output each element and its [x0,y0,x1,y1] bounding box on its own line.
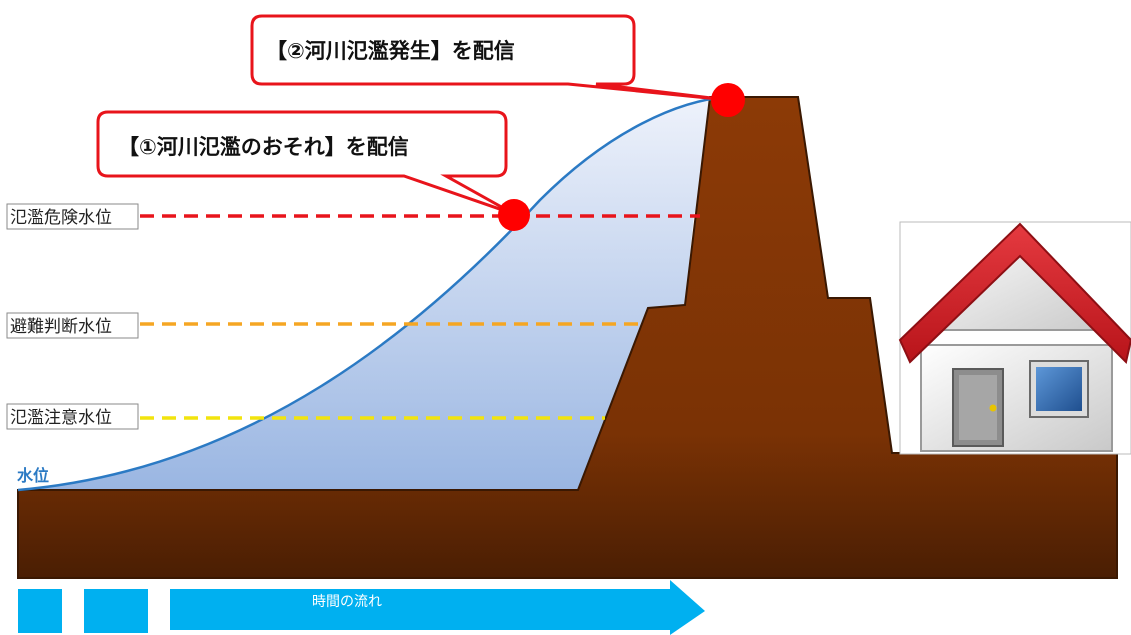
time-flow-label: 時間の流れ [312,594,382,610]
time-flow-arrow [170,580,705,635]
water-level-label: 水位 [17,466,49,485]
danger-level-label: 氾濫危険水位 [10,208,112,228]
callout-second-bubble [250,14,729,102]
callout-first-text: 【①河川氾濫のおそれ】を配信 [118,135,409,159]
callout-first-bubble [96,110,515,216]
evacuation-level-label: 避難判断水位 [10,317,112,337]
second-alert-marker [711,83,745,117]
water-area [18,97,728,490]
water-level-curve [17,95,729,492]
time-block-1 [18,589,62,633]
caution-level-label: 氾濫注意水位 [10,408,112,428]
time-block-2 [84,589,148,633]
house-icon [898,221,1131,455]
callout-second-text: 【②河川氾濫発生】を配信 [266,39,515,63]
ground-levee [17,96,1118,579]
first-alert-marker [498,199,530,231]
